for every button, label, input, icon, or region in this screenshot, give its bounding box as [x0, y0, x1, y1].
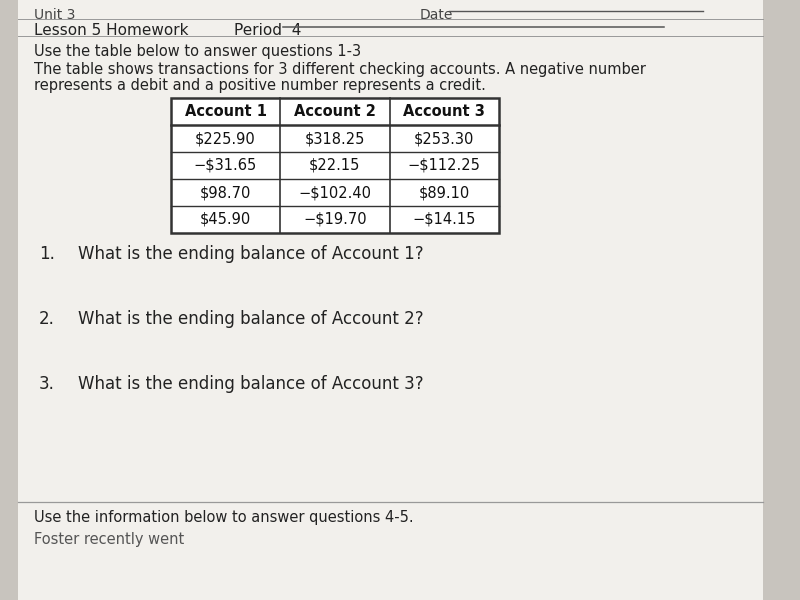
Text: Use the table below to answer questions 1-3: Use the table below to answer questions … [34, 44, 362, 59]
Text: Period  4: Period 4 [234, 23, 302, 38]
Bar [171, 98, 499, 233]
Text: $89.10: $89.10 [418, 185, 470, 200]
Bar [171, 98, 499, 233]
Text: −$112.25: −$112.25 [408, 158, 481, 173]
Text: 2.: 2. [39, 310, 55, 328]
Text: $253.30: $253.30 [414, 131, 474, 146]
Text: The table shows transactions for 3 different checking accounts. A negative numbe: The table shows transactions for 3 diffe… [34, 62, 646, 77]
Text: $318.25: $318.25 [305, 131, 365, 146]
Text: Date: Date [420, 8, 453, 22]
Text: represents a debit and a positive number represents a credit.: represents a debit and a positive number… [34, 78, 486, 93]
Text: Lesson 5 Homework: Lesson 5 Homework [34, 23, 189, 38]
Text: What is the ending balance of Account 3?: What is the ending balance of Account 3? [78, 375, 424, 393]
Text: What is the ending balance of Account 1?: What is the ending balance of Account 1? [78, 245, 424, 263]
Text: $225.90: $225.90 [195, 131, 256, 146]
FancyBboxPatch shape [18, 0, 763, 600]
Text: −$19.70: −$19.70 [303, 212, 366, 227]
Text: −$102.40: −$102.40 [298, 185, 371, 200]
Text: Account 3: Account 3 [403, 104, 485, 119]
Text: Foster recently went: Foster recently went [34, 532, 185, 547]
Text: 1.: 1. [39, 245, 55, 263]
Text: −$31.65: −$31.65 [194, 158, 257, 173]
Text: $98.70: $98.70 [200, 185, 251, 200]
Text: $45.90: $45.90 [200, 212, 251, 227]
Text: Account 1: Account 1 [185, 104, 266, 119]
Text: $22.15: $22.15 [309, 158, 361, 173]
Text: 3.: 3. [39, 375, 55, 393]
Text: Use the information below to answer questions 4-5.: Use the information below to answer ques… [34, 510, 414, 525]
Text: Account 2: Account 2 [294, 104, 376, 119]
Text: −$14.15: −$14.15 [413, 212, 476, 227]
Text: What is the ending balance of Account 2?: What is the ending balance of Account 2? [78, 310, 424, 328]
Text: Unit 3: Unit 3 [34, 8, 75, 22]
